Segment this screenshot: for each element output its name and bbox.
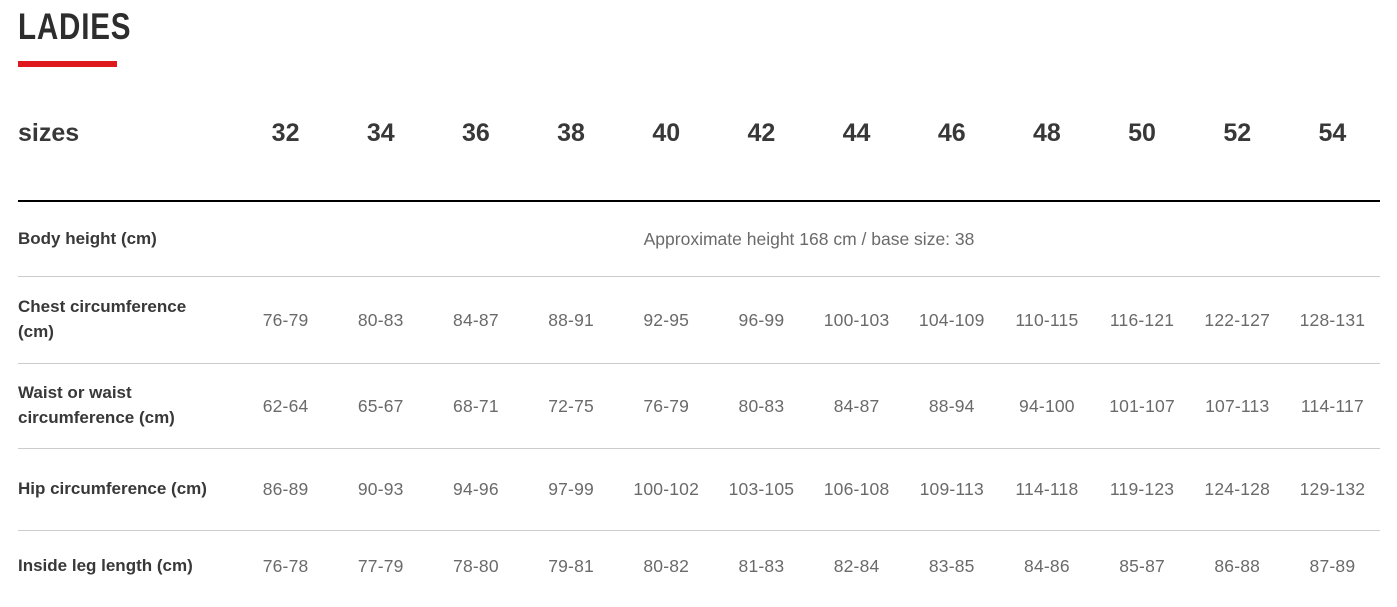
row-value: 83-85 bbox=[928, 555, 975, 576]
row-value: 84-87 bbox=[833, 395, 880, 416]
size-column-header: 52 bbox=[1223, 119, 1252, 147]
row-value: 129-132 bbox=[1299, 479, 1366, 499]
row-label-text: Body height (cm) bbox=[18, 228, 157, 248]
row-value: 110-115 bbox=[1015, 309, 1079, 330]
row-value: 77-79 bbox=[357, 555, 404, 576]
row-value: 78-80 bbox=[453, 555, 499, 576]
row-value: 76-79 bbox=[262, 309, 309, 330]
row-value: 106-108 bbox=[823, 479, 890, 499]
page-title: LADIES bbox=[18, 6, 132, 47]
size-column-header: 34 bbox=[366, 119, 395, 147]
row-value: 80-83 bbox=[357, 309, 404, 330]
size-column-header: 32 bbox=[271, 119, 300, 147]
row-value: 103-105 bbox=[728, 479, 795, 499]
size-column-header: 50 bbox=[1128, 119, 1156, 147]
table-header-row: sizes 32 34 36 38 40 42 44 46 48 50 52 54 bbox=[18, 67, 1380, 202]
row-value: 87-89 bbox=[1309, 555, 1356, 576]
row-value: 114-117 bbox=[1300, 395, 1364, 416]
size-column-header: 48 bbox=[1033, 119, 1061, 147]
size-column-header: 54 bbox=[1318, 119, 1347, 147]
title-underline-accent bbox=[18, 61, 117, 67]
row-value: 100-102 bbox=[633, 479, 700, 499]
title-block: LADIES bbox=[18, 0, 1380, 67]
row-value: 128-131 bbox=[1299, 309, 1366, 330]
row-value: 84-87 bbox=[453, 309, 499, 330]
row-label-text: Waist or waist circumference (cm) bbox=[18, 383, 175, 427]
row-value: 62-64 bbox=[262, 395, 309, 416]
table-row: Waist or waist circumference (cm) 62-64 65… bbox=[18, 364, 1380, 449]
row-value: 76-78 bbox=[262, 555, 309, 576]
table-row: Inside leg length (cm) 76-78 77-79 78-80 79-… bbox=[18, 531, 1380, 601]
row-value: 94-96 bbox=[453, 479, 499, 499]
size-table: sizes 32 34 36 38 40 42 44 46 48 50 52 54 Body heig… bbox=[18, 67, 1380, 601]
row-value: 85-87 bbox=[1119, 555, 1165, 576]
table-row: Hip circumference (cm) 86-89 90-93 94-96 97-… bbox=[18, 449, 1380, 531]
row-value: 101-107 bbox=[1109, 395, 1175, 416]
row-value: 96-99 bbox=[738, 309, 785, 330]
row-label: Inside leg length (cm) bbox=[18, 554, 238, 579]
size-column-header: 40 bbox=[652, 119, 681, 147]
row-value: 109-113 bbox=[919, 479, 984, 499]
row-value: 76-79 bbox=[643, 395, 690, 416]
row-value: 79-81 bbox=[548, 555, 594, 576]
size-column-header: 46 bbox=[937, 119, 966, 147]
row-label-text: Chest circumference (cm) bbox=[18, 297, 187, 341]
row-label-text: Inside leg length (cm) bbox=[18, 555, 193, 575]
row-value: 80-82 bbox=[643, 555, 690, 576]
size-column-header: 36 bbox=[462, 119, 490, 147]
table-body: Body height (cm) Approximate height 168 c… bbox=[18, 202, 1380, 601]
row-value: 100-103 bbox=[823, 309, 890, 330]
row-value: 92-95 bbox=[643, 309, 690, 330]
row-value: 72-75 bbox=[548, 395, 594, 416]
row-label-text: Hip circumference (cm) bbox=[18, 479, 207, 499]
row-value: 68-71 bbox=[453, 395, 499, 416]
size-column-header: 42 bbox=[747, 119, 776, 147]
row-label: Hip circumference (cm) bbox=[18, 477, 238, 502]
row-value: 88-91 bbox=[548, 309, 594, 330]
row-value: 119-123 bbox=[1109, 479, 1175, 499]
size-column-header: 44 bbox=[842, 119, 871, 147]
row-value: 116-121 bbox=[1109, 309, 1175, 330]
row-value: 104-109 bbox=[918, 309, 985, 330]
row-value: 97-99 bbox=[548, 479, 594, 499]
row-value: 65-67 bbox=[357, 395, 404, 416]
row-value: 81-83 bbox=[738, 555, 785, 576]
row-value: 84-86 bbox=[1024, 555, 1070, 576]
row-value: 80-83 bbox=[738, 395, 785, 416]
row-value: 122-127 bbox=[1204, 309, 1271, 330]
sizes-column-header: sizes bbox=[18, 119, 80, 147]
size-column-header: 38 bbox=[557, 119, 585, 147]
row-value: 107-113 bbox=[1205, 395, 1270, 416]
row-label: Waist or waist circumference (cm) bbox=[18, 381, 238, 430]
row-value: 86-88 bbox=[1214, 555, 1261, 576]
row-label: Body height (cm) bbox=[18, 227, 238, 252]
row-value: 86-89 bbox=[262, 479, 309, 499]
row-value: 124-128 bbox=[1204, 479, 1271, 499]
row-label: Chest circumference (cm) bbox=[18, 295, 238, 344]
table-row: Chest circumference (cm) 76-79 80-83 84-87 8… bbox=[18, 277, 1380, 364]
row-value: 90-93 bbox=[357, 479, 404, 499]
row-value: 82-84 bbox=[833, 555, 880, 576]
row-value: 114-118 bbox=[1015, 479, 1079, 499]
table-row: Body height (cm) Approximate height 168 c… bbox=[18, 202, 1380, 277]
row-value: 94-100 bbox=[1019, 395, 1075, 416]
row-value: 88-94 bbox=[928, 395, 975, 416]
row-spanning-value: Approximate height 168 cm / base size: 3… bbox=[643, 228, 975, 249]
